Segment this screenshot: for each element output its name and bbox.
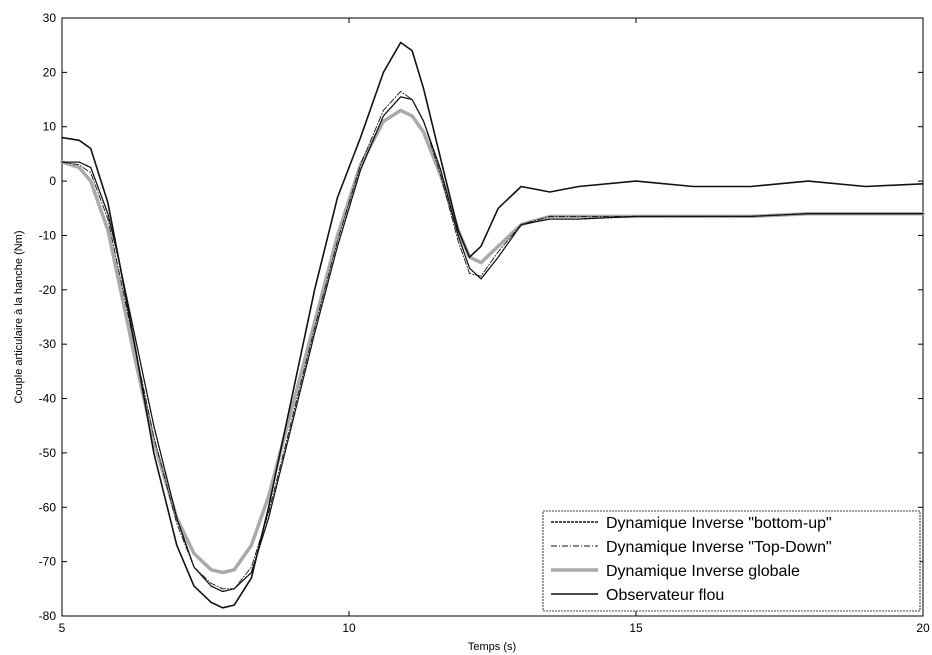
y-tick-label: 30: [43, 11, 57, 25]
y-tick-label: -20: [39, 283, 57, 297]
series-line-1: [61, 90, 924, 590]
x-axis-label: Temps (s): [468, 641, 516, 653]
y-tick-label: -70: [39, 555, 57, 569]
x-tick-label: 5: [59, 621, 66, 635]
y-tick-label: -50: [39, 446, 57, 460]
legend-label-bottom-up: Dynamique Inverse "bottom-up": [606, 515, 832, 532]
y-tick-label: 0: [49, 174, 56, 188]
legend: Dynamique Inverse "bottom-up" Dynamique …: [542, 510, 921, 612]
y-tick-label: -80: [39, 609, 57, 623]
y-tick-label: -30: [39, 337, 57, 351]
legend-label-top-down: Dynamique Inverse "Top-Down": [606, 539, 832, 556]
x-tick-label: 10: [342, 621, 356, 635]
series-line-0: [61, 96, 924, 593]
legend-label-observateur: Observateur flou: [606, 587, 724, 604]
y-axis-label: Couple articulaire à la hanche (Nm): [13, 230, 25, 403]
y-tick-label: -40: [39, 392, 57, 406]
y-tick-label: 20: [43, 65, 57, 79]
series-line-3: [61, 41, 924, 609]
legend-box: [542, 510, 921, 612]
x-tick-label: 20: [916, 621, 930, 635]
y-tick-label: -60: [39, 500, 57, 514]
series-lines: [60, 41, 925, 609]
y-tick-label: -10: [39, 228, 57, 242]
y-tick-label: 10: [43, 120, 57, 134]
ticks: 5 10 15 20 -80 -70 -60 -50 -40 -30 -20 -10 0 10 20 30: [39, 11, 930, 635]
legend-label-globale: Dynamique Inverse globale: [606, 563, 800, 580]
x-tick-label: 15: [629, 621, 643, 635]
